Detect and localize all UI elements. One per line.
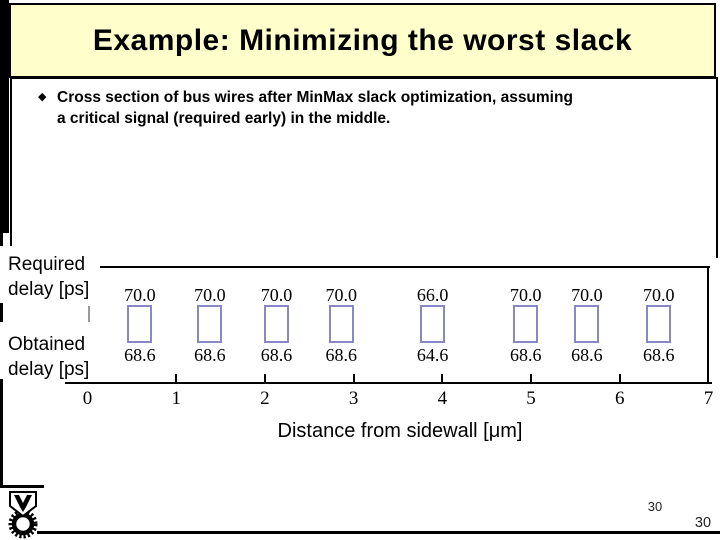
wire-box <box>263 305 289 343</box>
x-axis-title: Distance from sidewall [μm] <box>277 420 523 442</box>
left-edge-bar <box>0 0 9 233</box>
wire-box <box>513 305 539 343</box>
wire-box <box>420 305 446 343</box>
required-delay-axis-label-line1: Required <box>8 254 86 275</box>
x-tick-mark <box>263 374 266 383</box>
obtained-delay-axis-label-line2: delay [ps] <box>8 359 90 380</box>
obtained-delay-value: 68.6 <box>325 345 357 365</box>
x-tick-label: 2 <box>260 388 270 409</box>
obtained-delay-axis-label: Obtained delay [ps] <box>0 322 96 380</box>
footer-left-rule <box>0 485 44 488</box>
x-tick-label: 3 <box>348 388 359 409</box>
x-tick-label: 1 <box>171 388 181 409</box>
wire-box <box>328 305 354 343</box>
x-tick-mark <box>618 374 621 383</box>
technion-logo <box>7 491 39 540</box>
wire-box <box>574 305 600 343</box>
page-number: 30 <box>647 499 663 514</box>
bullet-content-box: ◆ Cross section of bus wires after MinMa… <box>10 77 718 258</box>
obtained-delay-value: 68.6 <box>194 345 226 365</box>
chart-top-frame-line <box>100 266 710 268</box>
required-delay-value: 70.0 <box>325 285 357 305</box>
required-delay-value: 70.0 <box>643 285 675 305</box>
obtained-delay-axis-label-line1: Obtained <box>8 334 86 355</box>
obtained-delay-value: 68.6 <box>571 345 603 365</box>
slide-title-box: Example: Minimizing the worst slack <box>9 3 716 78</box>
obtained-delay-value: 68.6 <box>509 345 542 365</box>
x-tick-label: 4 <box>437 388 448 409</box>
x-tick-mark <box>530 374 533 383</box>
x-tick-label: 5 <box>526 388 536 409</box>
required-delay-axis-label: Required delay [ps] <box>0 246 96 303</box>
obtained-delay-value: 68.6 <box>260 345 293 365</box>
required-delay-value: 70.0 <box>260 285 293 305</box>
wire-box <box>646 305 672 343</box>
required-delay-axis-label-line2: delay [ps] <box>8 279 90 300</box>
x-tick-mark <box>441 374 444 383</box>
page-number-outer: 30 <box>694 515 712 531</box>
footer-bottom-rule <box>37 531 720 534</box>
obtained-delay-value: 68.6 <box>124 345 156 365</box>
x-tick-label: 7 <box>703 388 714 409</box>
bullet-diamond-icon: ◆ <box>38 91 47 103</box>
required-delay-value: 70.0 <box>571 285 603 305</box>
wire-box <box>197 305 223 343</box>
chart-right-frame-line <box>707 266 709 384</box>
x-axis-line <box>65 382 712 384</box>
obtained-delay-value: 64.6 <box>416 345 449 365</box>
x-tick-mark <box>175 374 178 383</box>
required-delay-value: 70.0 <box>509 285 542 305</box>
page-title: Example: Minimizing the worst slack <box>92 23 633 57</box>
required-delay-value: 70.0 <box>194 285 226 305</box>
bullet-text: Cross section of bus wires after MinMax … <box>57 89 573 127</box>
x-tick-label: 0 <box>82 388 93 409</box>
required-delay-value: 70.0 <box>124 285 156 305</box>
x-tick-mark <box>352 374 355 383</box>
obtained-delay-value: 68.6 <box>643 345 675 365</box>
y-axis-stub <box>88 306 90 327</box>
wire-box <box>127 305 153 343</box>
required-delay-value: 66.0 <box>416 285 449 305</box>
x-tick-label: 6 <box>615 388 625 409</box>
